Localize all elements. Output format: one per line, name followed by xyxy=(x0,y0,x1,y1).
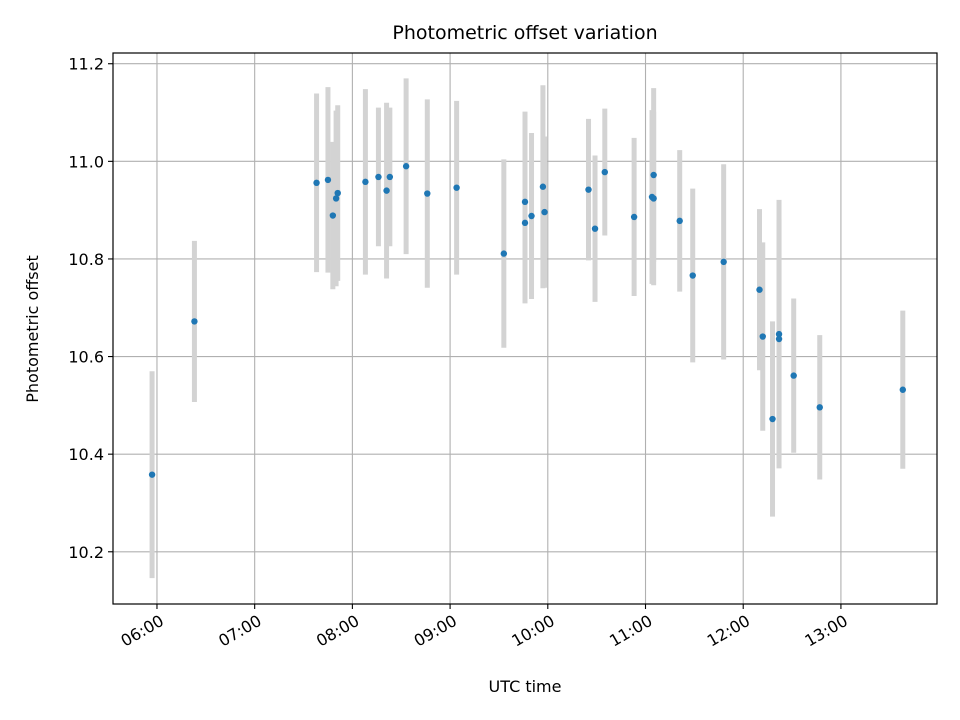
y-axis-label: Photometric offset xyxy=(23,255,42,403)
y-tick-label: 11.2 xyxy=(68,55,104,74)
data-point xyxy=(816,404,823,411)
data-point xyxy=(148,471,156,478)
data-point xyxy=(521,219,529,227)
data-points xyxy=(148,163,907,478)
data-point xyxy=(756,286,763,293)
chart-title: Photometric offset variation xyxy=(392,22,657,44)
data-point xyxy=(332,195,340,202)
data-point xyxy=(362,178,369,186)
data-point xyxy=(528,212,535,220)
data-point xyxy=(375,173,382,181)
data-point xyxy=(790,372,797,379)
data-point xyxy=(720,258,727,266)
data-point xyxy=(899,386,907,393)
data-point xyxy=(650,171,657,179)
y-tick-label: 11.0 xyxy=(68,152,104,171)
y-axis-ticks: 10.2 10.4 10.6 10.8 11.0 11.2 xyxy=(68,55,113,562)
data-point xyxy=(676,217,683,225)
data-point xyxy=(539,183,547,190)
data-point xyxy=(585,186,592,193)
y-tick-label: 10.6 xyxy=(68,348,104,367)
data-point xyxy=(591,225,599,232)
data-point xyxy=(334,189,341,197)
data-point xyxy=(650,195,657,202)
data-point xyxy=(191,318,198,325)
data-point xyxy=(386,173,394,181)
data-point xyxy=(500,250,508,257)
data-point xyxy=(424,190,431,197)
y-tick-label: 10.8 xyxy=(68,250,104,269)
data-point xyxy=(601,168,608,176)
data-point xyxy=(769,415,776,423)
data-point xyxy=(324,176,332,184)
data-point xyxy=(541,208,548,216)
data-point xyxy=(775,330,783,338)
data-point xyxy=(759,333,766,340)
data-point xyxy=(453,184,460,191)
data-point xyxy=(689,272,696,279)
x-axis-label: UTC time xyxy=(489,677,562,696)
y-tick-label: 10.4 xyxy=(68,445,104,464)
data-point xyxy=(402,163,410,170)
data-point xyxy=(329,212,337,219)
data-point xyxy=(775,335,783,343)
data-point xyxy=(383,187,390,194)
plot-frame xyxy=(112,52,938,605)
data-point xyxy=(521,198,529,206)
data-point xyxy=(313,179,320,187)
data-point xyxy=(630,213,638,221)
y-tick-label: 10.2 xyxy=(68,543,104,562)
